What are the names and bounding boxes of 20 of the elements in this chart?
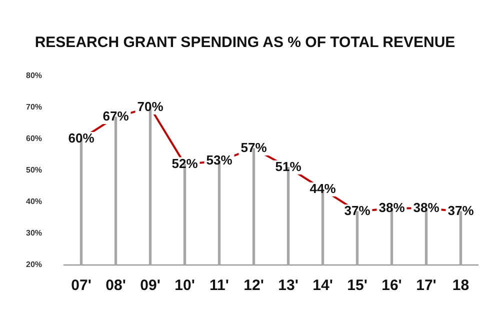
x-tick-label: 13': [278, 277, 298, 294]
x-tick-label: 14': [312, 277, 333, 294]
y-tick-label: 50%: [26, 166, 42, 175]
y-tick-label: 70%: [26, 102, 42, 112]
x-tick-label: 18: [452, 277, 470, 294]
x-tick-label: 09': [140, 277, 160, 294]
y-tick-label: 20%: [26, 260, 42, 270]
y-tick-label: 40%: [26, 197, 42, 206]
x-tick-label: 11': [210, 277, 229, 294]
chart-title: RESEARCH GRANT SPENDING AS % OF TOTAL REVENUE: [34, 34, 456, 52]
x-tick-label: 17': [416, 277, 436, 294]
x-tick-label: 10': [174, 277, 195, 294]
x-tick-label: 08': [106, 277, 126, 294]
x-tick-label: 07': [71, 277, 92, 294]
y-tick-label: 30%: [26, 228, 42, 238]
x-tick-label: 16': [382, 277, 402, 294]
x-tick-label: 12': [244, 277, 264, 294]
y-tick-label: 60%: [26, 134, 42, 144]
x-tick-label: 15': [347, 277, 368, 294]
y-tick-label: 80%: [26, 71, 42, 80]
